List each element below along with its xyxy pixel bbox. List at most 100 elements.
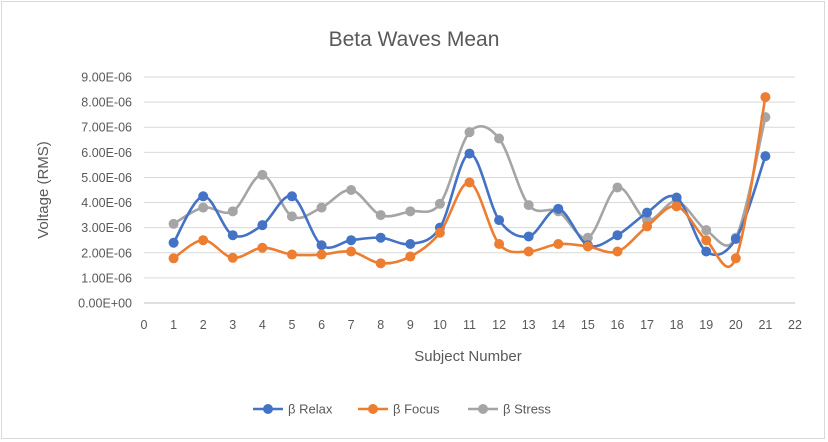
data-point-focus (198, 235, 209, 246)
data-point-stress (405, 206, 416, 217)
data-point-focus (434, 227, 445, 238)
legend-label-stress: β Stress (503, 402, 551, 417)
data-point-focus (286, 249, 297, 260)
data-point-relax (494, 215, 505, 226)
legend-item-focus[interactable]: β Focus (358, 402, 440, 417)
data-point-relax (464, 148, 475, 159)
data-point-relax (198, 191, 209, 202)
y-tick-label: 8.00E-06 (81, 96, 132, 110)
x-tick-label: 21 (758, 318, 772, 332)
data-point-focus (346, 246, 357, 257)
data-point-stress (168, 218, 179, 229)
gridlines (144, 76, 795, 304)
y-tick-label: 1.00E-06 (81, 271, 132, 285)
legend-item-relax[interactable]: β Relax (253, 402, 333, 417)
x-tick-label: 2 (200, 318, 207, 332)
x-tick-label: 17 (640, 318, 654, 332)
y-tick-label: 5.00E-06 (81, 171, 132, 185)
legend-marker-focus (368, 404, 378, 414)
x-tick-label: 6 (318, 318, 325, 332)
data-point-relax (553, 203, 564, 214)
data-point-focus (760, 92, 771, 103)
x-tick-label: 9 (407, 318, 414, 332)
y-axis-title: Voltage (RMS) (35, 141, 52, 239)
data-point-stress (494, 133, 505, 144)
y-axis-ticks: 0.00E+00 1.00E-06 2.00E-06 3.00E-06 4.00E-06… (78, 71, 132, 311)
x-tick-label: 12 (492, 318, 506, 332)
data-point-relax (375, 232, 386, 243)
data-point-stress (434, 198, 445, 209)
x-tick-label: 5 (288, 318, 295, 332)
data-point-stress (523, 200, 534, 211)
data-point-relax (405, 238, 416, 249)
data-point-focus (257, 242, 268, 253)
x-tick-label: 18 (670, 318, 684, 332)
data-point-focus (464, 177, 475, 188)
legend-marker-stress (478, 404, 488, 414)
data-point-relax (612, 230, 623, 241)
data-point-stress (346, 185, 357, 195)
y-tick-label: 2.00E-06 (81, 246, 132, 260)
data-point-relax (701, 246, 712, 257)
legend-label-relax: β Relax (288, 402, 333, 417)
data-point-focus (375, 258, 386, 269)
data-point-focus (227, 252, 238, 263)
data-point-relax (257, 220, 268, 231)
y-tick-label: 9.00E-06 (81, 71, 132, 85)
x-axis-ticks: 0 1 2 3 4 5 6 7 8 9 10 11 12 13 14 15 16 17 18 19 20 21 22 (141, 318, 802, 332)
x-tick-label: 8 (377, 318, 384, 332)
data-point-focus (730, 253, 741, 264)
x-tick-label: 7 (348, 318, 355, 332)
data-point-stress (612, 182, 623, 193)
series-relax (168, 148, 771, 257)
data-point-stress (375, 210, 386, 221)
legend-item-stress[interactable]: β Stress (468, 402, 551, 417)
x-axis-title: Subject Number (414, 348, 522, 365)
data-point-focus (523, 246, 534, 257)
x-tick-label: 19 (699, 318, 713, 332)
data-point-relax (227, 230, 238, 241)
x-tick-label: 3 (229, 318, 236, 332)
y-tick-label: 0.00E+00 (78, 297, 132, 311)
data-point-relax (760, 151, 771, 162)
data-point-stress (198, 202, 209, 213)
x-tick-label: 13 (522, 318, 536, 332)
y-tick-label: 6.00E-06 (81, 146, 132, 160)
data-point-focus (582, 241, 593, 252)
legend[interactable]: β Relax β Focus β Stress (253, 402, 551, 417)
data-point-relax (346, 235, 357, 246)
data-point-relax (168, 237, 179, 248)
series-focus (168, 92, 771, 269)
data-point-stress (257, 169, 268, 180)
data-point-focus (553, 238, 564, 249)
x-tick-label: 15 (581, 318, 595, 332)
data-point-relax (730, 233, 741, 244)
y-tick-label: 4.00E-06 (81, 196, 132, 210)
data-point-relax (523, 231, 534, 242)
x-tick-label: 0 (141, 318, 148, 332)
data-point-focus (642, 221, 653, 232)
legend-marker-relax (263, 404, 273, 414)
data-point-focus (701, 235, 712, 246)
data-point-focus (612, 246, 623, 257)
data-point-focus (405, 251, 416, 262)
data-point-focus (494, 238, 505, 249)
data-point-focus (316, 249, 327, 260)
x-tick-label: 20 (729, 318, 743, 332)
x-tick-label: 10 (433, 318, 447, 332)
data-point-relax (642, 207, 653, 218)
data-point-stress (701, 225, 712, 236)
data-point-stress (582, 232, 593, 243)
y-tick-label: 7.00E-06 (81, 121, 132, 135)
data-point-focus (671, 201, 682, 212)
chart-title: Beta Waves Mean (329, 28, 500, 51)
x-tick-label: 1 (170, 318, 177, 332)
y-tick-label: 3.00E-06 (81, 221, 132, 235)
x-tick-label: 4 (259, 318, 266, 332)
data-point-stress (464, 127, 475, 138)
x-tick-label: 16 (611, 318, 625, 332)
x-tick-label: 22 (788, 318, 802, 332)
legend-label-focus: β Focus (393, 402, 440, 417)
